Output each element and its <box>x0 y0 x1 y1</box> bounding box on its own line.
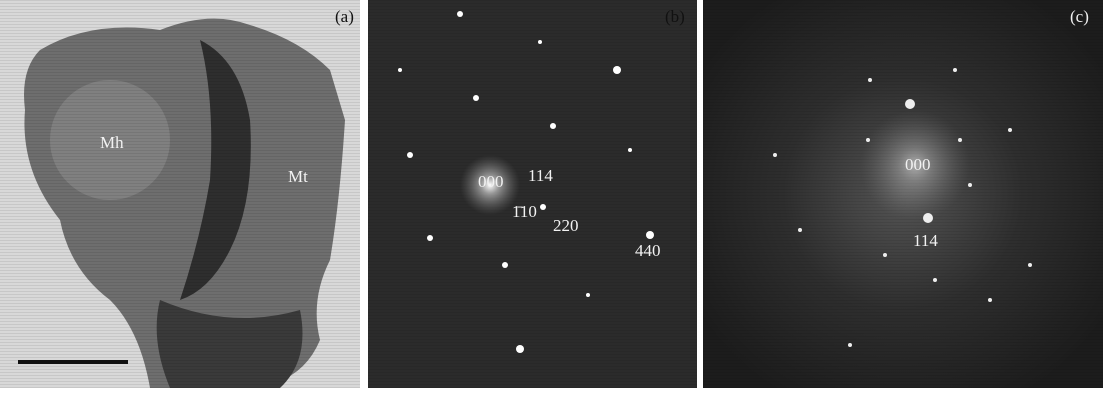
panel-a: (a) Mh Mt <box>0 0 360 388</box>
texture <box>0 0 360 388</box>
panel-label: (a) <box>335 7 354 26</box>
annotation: Mh <box>100 133 124 152</box>
annotation: 114 <box>528 166 553 185</box>
panel-c: (c) 000 114 <box>703 0 1103 388</box>
annotation: 220 <box>553 216 579 235</box>
figure: (a) Mh Mt (b) 000 114 1̄10 220 440 <box>0 0 1103 402</box>
texture <box>368 0 697 388</box>
panel-label: (c) <box>1070 7 1089 26</box>
panel-b: (b) 000 114 1̄10 220 440 <box>368 0 697 388</box>
annotation: 1̄10 <box>512 202 537 221</box>
panel-label: (b) <box>665 7 685 26</box>
annotation: Mt <box>288 167 308 186</box>
annotation: 114 <box>913 231 938 250</box>
annotation: 000 <box>478 172 504 191</box>
annotation: 000 <box>905 155 931 174</box>
annotation: 440 <box>635 241 661 260</box>
